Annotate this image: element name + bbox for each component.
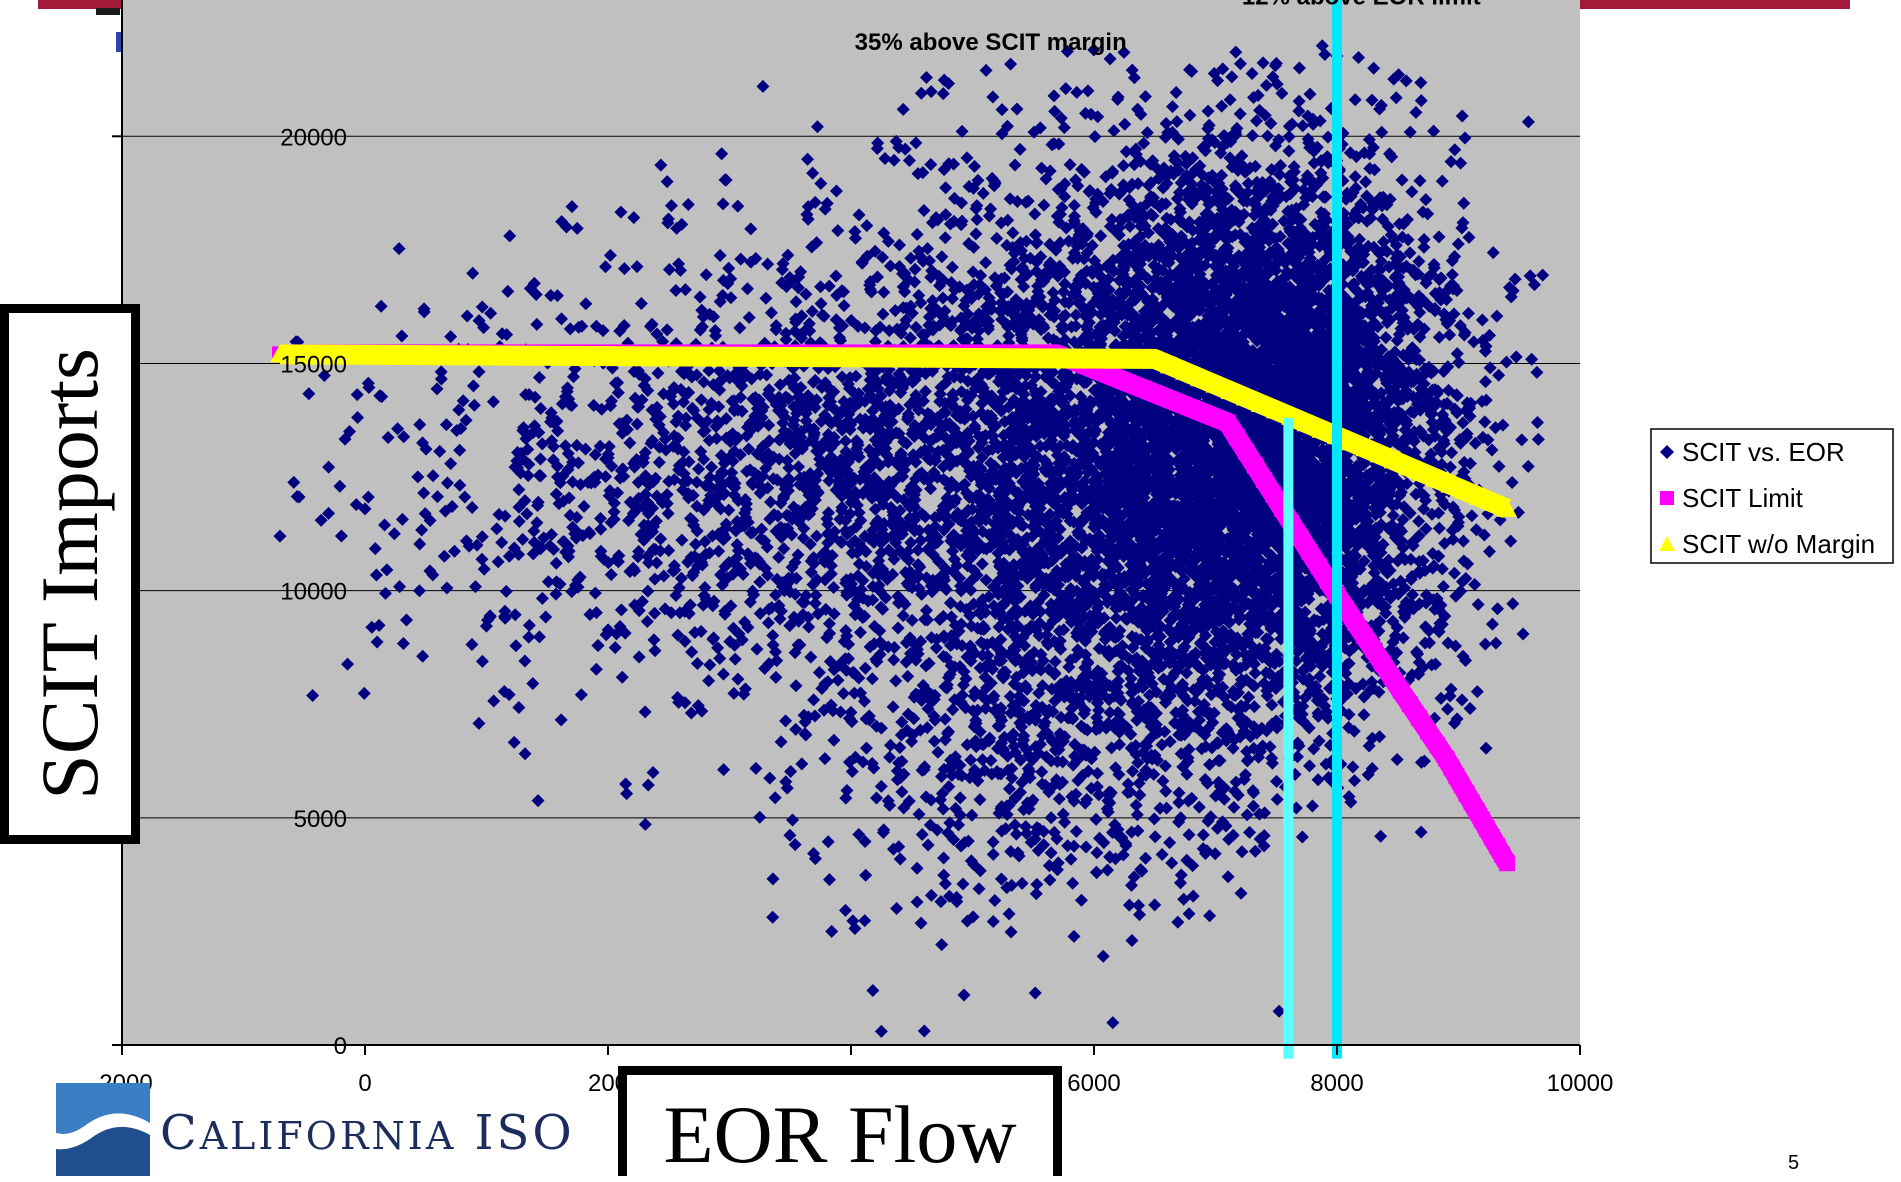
scatter-chart: -200002006000800010000 05000100001500020…: [0, 0, 1901, 1176]
